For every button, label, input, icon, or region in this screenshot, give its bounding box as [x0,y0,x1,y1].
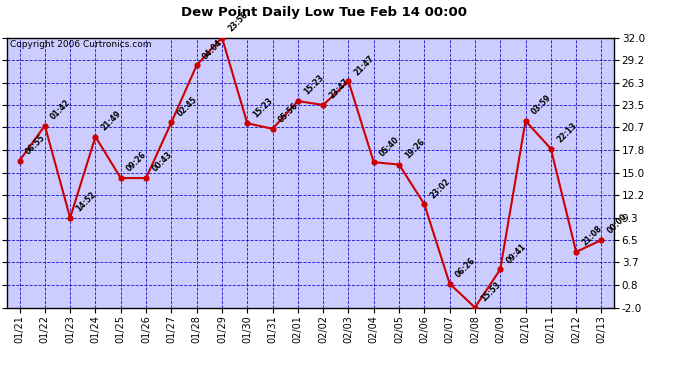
Text: 09:26: 09:26 [125,150,148,174]
Point [495,266,506,272]
Text: 09:41: 09:41 [504,242,528,265]
Point [267,126,278,132]
Point [141,175,152,181]
Point [166,120,177,126]
Point [115,175,126,181]
Text: 15:23: 15:23 [302,74,326,97]
Text: 06:26: 06:26 [454,256,477,279]
Point [65,215,76,221]
Text: 05:40: 05:40 [378,135,402,158]
Point [191,62,202,68]
Text: 01:42: 01:42 [49,98,72,122]
Point [217,34,228,40]
Point [14,158,25,164]
Text: 23:56: 23:56 [226,10,250,33]
Point [39,123,50,129]
Text: Dew Point Daily Low Tue Feb 14 00:00: Dew Point Daily Low Tue Feb 14 00:00 [181,6,467,19]
Text: Copyright 2006 Curtronics.com: Copyright 2006 Curtronics.com [10,40,151,49]
Text: 00:00: 00:00 [606,212,629,236]
Point [90,134,101,140]
Text: 21:49: 21:49 [99,109,123,133]
Point [419,201,430,207]
Point [393,162,404,168]
Point [343,78,354,84]
Text: 23:47: 23:47 [327,77,351,101]
Point [596,237,607,243]
Text: 15:23: 15:23 [251,96,275,119]
Text: 02:45: 02:45 [175,95,199,118]
Point [317,102,328,108]
Text: 21:47: 21:47 [353,54,376,77]
Point [241,120,253,126]
Text: 23:02: 23:02 [428,177,452,200]
Point [469,304,480,310]
Text: 03:59: 03:59 [530,93,553,117]
Text: 14:52: 14:52 [75,190,98,214]
Text: 19:26: 19:26 [403,137,426,160]
Text: 22:13: 22:13 [555,121,578,144]
Point [444,280,455,286]
Text: 15:53: 15:53 [479,280,502,303]
Text: 05:56: 05:56 [277,101,300,124]
Point [368,159,380,165]
Point [520,118,531,124]
Point [545,146,556,152]
Text: 04:04: 04:04 [201,38,224,61]
Point [293,98,304,104]
Text: 06:55: 06:55 [23,133,47,156]
Text: 00:43: 00:43 [150,150,174,174]
Text: 21:08: 21:08 [580,224,604,248]
Point [571,249,582,255]
